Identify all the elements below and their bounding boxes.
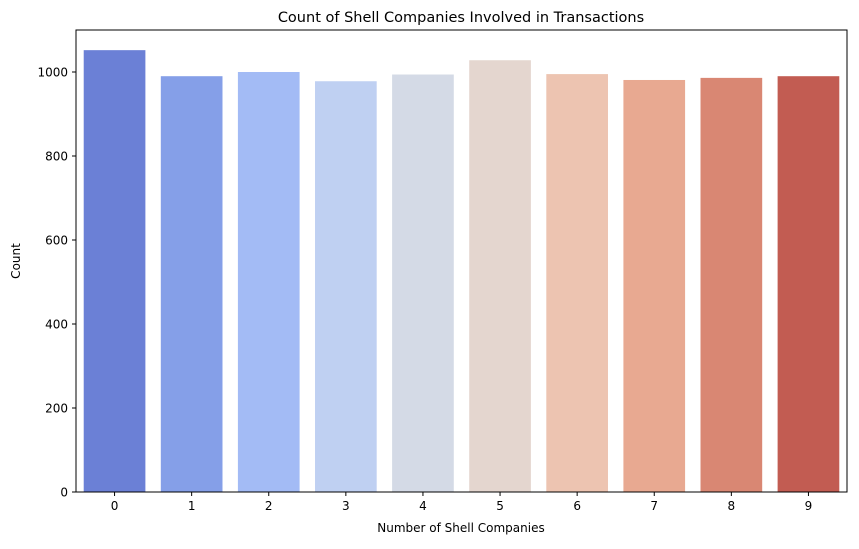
x-tick-label: 3 <box>342 499 350 513</box>
x-tick-label: 9 <box>805 499 813 513</box>
bar-2 <box>237 72 300 492</box>
bar-9 <box>777 76 840 492</box>
x-tick-label: 5 <box>496 499 504 513</box>
bar-8 <box>700 77 763 492</box>
bar-3 <box>315 81 377 493</box>
chart-title: Count of Shell Companies Involved in Tra… <box>278 10 644 26</box>
y-tick-label: 800 <box>45 149 68 163</box>
y-axis-ticks: 0 200 400 600 800 1000 <box>37 65 76 499</box>
bars-layer <box>83 50 840 493</box>
y-tick-label: 400 <box>45 317 68 331</box>
bar-4 <box>392 74 454 493</box>
x-tick-label: 6 <box>573 499 581 513</box>
y-tick-label: 0 <box>60 485 68 499</box>
bar-0 <box>83 50 146 492</box>
x-tick-label: 4 <box>419 499 427 513</box>
y-tick-label: 600 <box>45 233 68 247</box>
y-tick-label: 1000 <box>37 65 68 79</box>
bar-5 <box>469 60 531 493</box>
x-tick-label: 1 <box>188 499 196 513</box>
x-tick-label: 8 <box>728 499 736 513</box>
x-axis-label: Number of Shell Companies <box>377 521 544 535</box>
bar-7 <box>623 79 686 492</box>
x-tick-label: 7 <box>650 499 658 513</box>
x-axis-ticks: 0 1 2 3 4 5 6 7 8 9 <box>111 492 813 513</box>
x-tick-label: 0 <box>111 499 119 513</box>
x-tick-label: 2 <box>265 499 273 513</box>
bar-6 <box>546 74 608 492</box>
bar-1 <box>160 76 223 492</box>
y-tick-label: 200 <box>45 401 68 415</box>
plot-frame <box>75 29 848 493</box>
y-axis-label: Count <box>9 243 23 279</box>
